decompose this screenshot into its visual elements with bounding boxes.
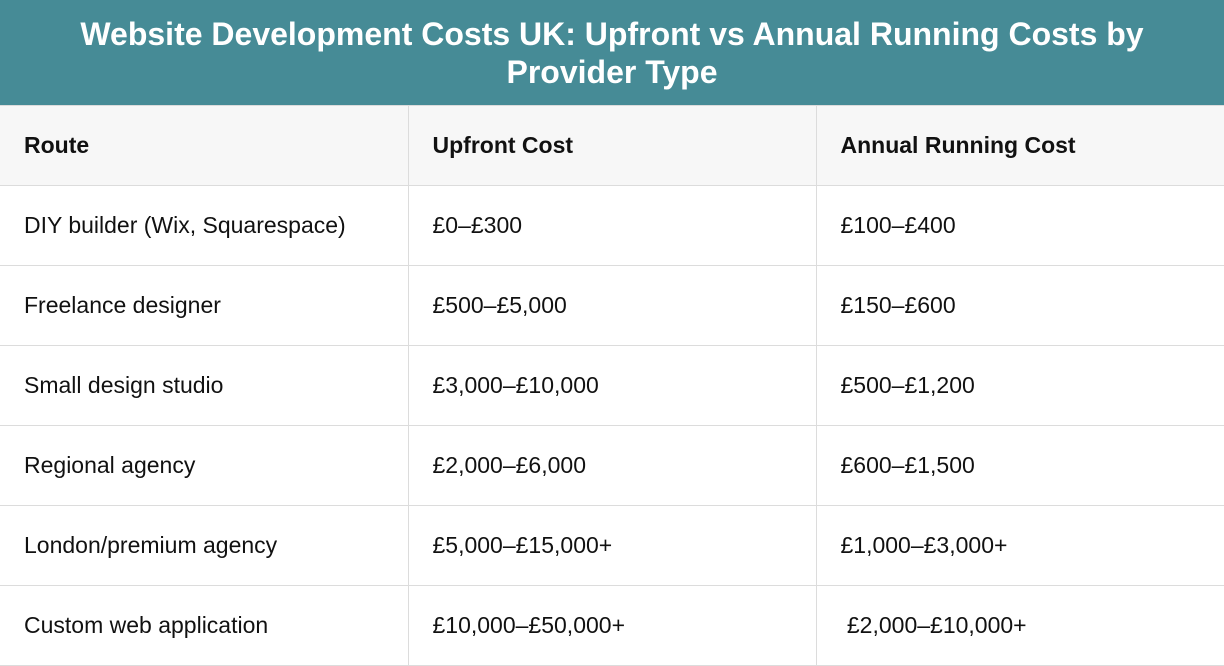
- table-row: Small design studio £3,000–£10,000 £500–£1…: [0, 345, 1224, 426]
- table-cell: £0–£300: [407, 185, 817, 266]
- table-cell: £150–£600: [815, 265, 1224, 346]
- table-cell: London/premium agency: [0, 505, 409, 586]
- column-header: Route: [0, 105, 409, 186]
- title-banner: Website Development Costs UK: Upfront vs…: [0, 0, 1224, 105]
- table-cell: Small design studio: [0, 345, 409, 426]
- table-cell: £2,000–£6,000: [407, 425, 817, 506]
- table-row: DIY builder (Wix, Squarespace) £0–£300 £10…: [0, 185, 1224, 266]
- column-header: Annual Running Cost: [815, 105, 1224, 186]
- cost-table: Route Upfront Cost Annual Running Cost DIY…: [0, 105, 1224, 666]
- table-cell: £1,000–£3,000+: [815, 505, 1224, 586]
- table-cell: £100–£400: [815, 185, 1224, 266]
- table-cell: Freelance designer: [0, 265, 409, 346]
- header-row: Route Upfront Cost Annual Running Cost: [0, 105, 1224, 186]
- table-body: DIY builder (Wix, Squarespace) £0–£300 £10…: [0, 185, 1224, 666]
- table-cell: £500–£5,000: [407, 265, 817, 346]
- table-cell: £5,000–£15,000+: [407, 505, 817, 586]
- table-row: Freelance designer £500–£5,000 £150–£600: [0, 265, 1224, 346]
- table-cell: Custom web application: [0, 585, 409, 666]
- table-cell: £2,000–£10,000+: [815, 585, 1224, 666]
- table-cell: £500–£1,200: [815, 345, 1224, 426]
- title: Website Development Costs UK: Upfront vs…: [80, 15, 1144, 90]
- table-head: Route Upfront Cost Annual Running Cost: [0, 105, 1224, 186]
- table-cell: £600–£1,500: [815, 425, 1224, 506]
- table-cell: Regional agency: [0, 425, 409, 506]
- table-row: London/premium agency £5,000–£15,000+ £1,0…: [0, 505, 1224, 586]
- table-row: Regional agency £2,000–£6,000 £600–£1,500: [0, 425, 1224, 506]
- table-row: Custom web application £10,000–£50,000+ £…: [0, 585, 1224, 666]
- table-cell: £10,000–£50,000+: [407, 585, 817, 666]
- table-cell: £3,000–£10,000: [407, 345, 817, 426]
- table-cell: DIY builder (Wix, Squarespace): [0, 185, 409, 266]
- column-header: Upfront Cost: [407, 105, 817, 186]
